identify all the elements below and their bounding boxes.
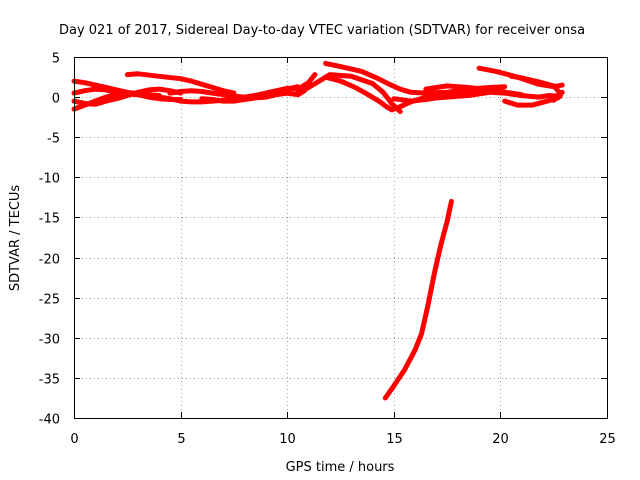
y-tick-label: -15: [39, 212, 60, 227]
y-tick-label: -10: [39, 172, 60, 187]
y-axis-label: SDTVAR / TECUs: [8, 185, 23, 292]
x-tick-label: 15: [386, 432, 403, 447]
x-axis-label: GPS time / hours: [286, 460, 395, 475]
x-tick-label: 5: [177, 432, 185, 447]
y-tick-label: -20: [39, 253, 60, 268]
series-arc5: [124, 71, 237, 96]
y-tick-label: -40: [39, 413, 60, 428]
series-arc12: [423, 83, 525, 98]
series-arc11: [391, 89, 563, 104]
x-tick-label: 25: [599, 432, 616, 447]
y-tick-label: -30: [39, 333, 60, 348]
plot-frame: [74, 57, 608, 419]
series-arc10: [295, 72, 403, 115]
y-tick-label: -35: [39, 373, 60, 388]
chart-title: Day 021 of 2017, Sidereal Day-to-day VTE…: [59, 23, 585, 38]
x-tick-label: 20: [492, 432, 509, 447]
axis-ticks: 0 5 10 15 20 25 5 0 -5 -10 -15 -20 -25 -30 -35 -40: [39, 52, 616, 448]
y-tick-label: 0: [52, 92, 60, 107]
x-tick-label: 10: [279, 432, 296, 447]
grid: [74, 57, 607, 418]
series-arc16: [382, 198, 454, 401]
y-tick-label: -25: [39, 293, 60, 308]
y-tick-label: 5: [52, 52, 60, 67]
series-layer: [71, 60, 565, 401]
series-arc15: [502, 89, 565, 108]
x-tick-label: 0: [70, 432, 78, 447]
y-tick-label: -5: [47, 132, 60, 147]
